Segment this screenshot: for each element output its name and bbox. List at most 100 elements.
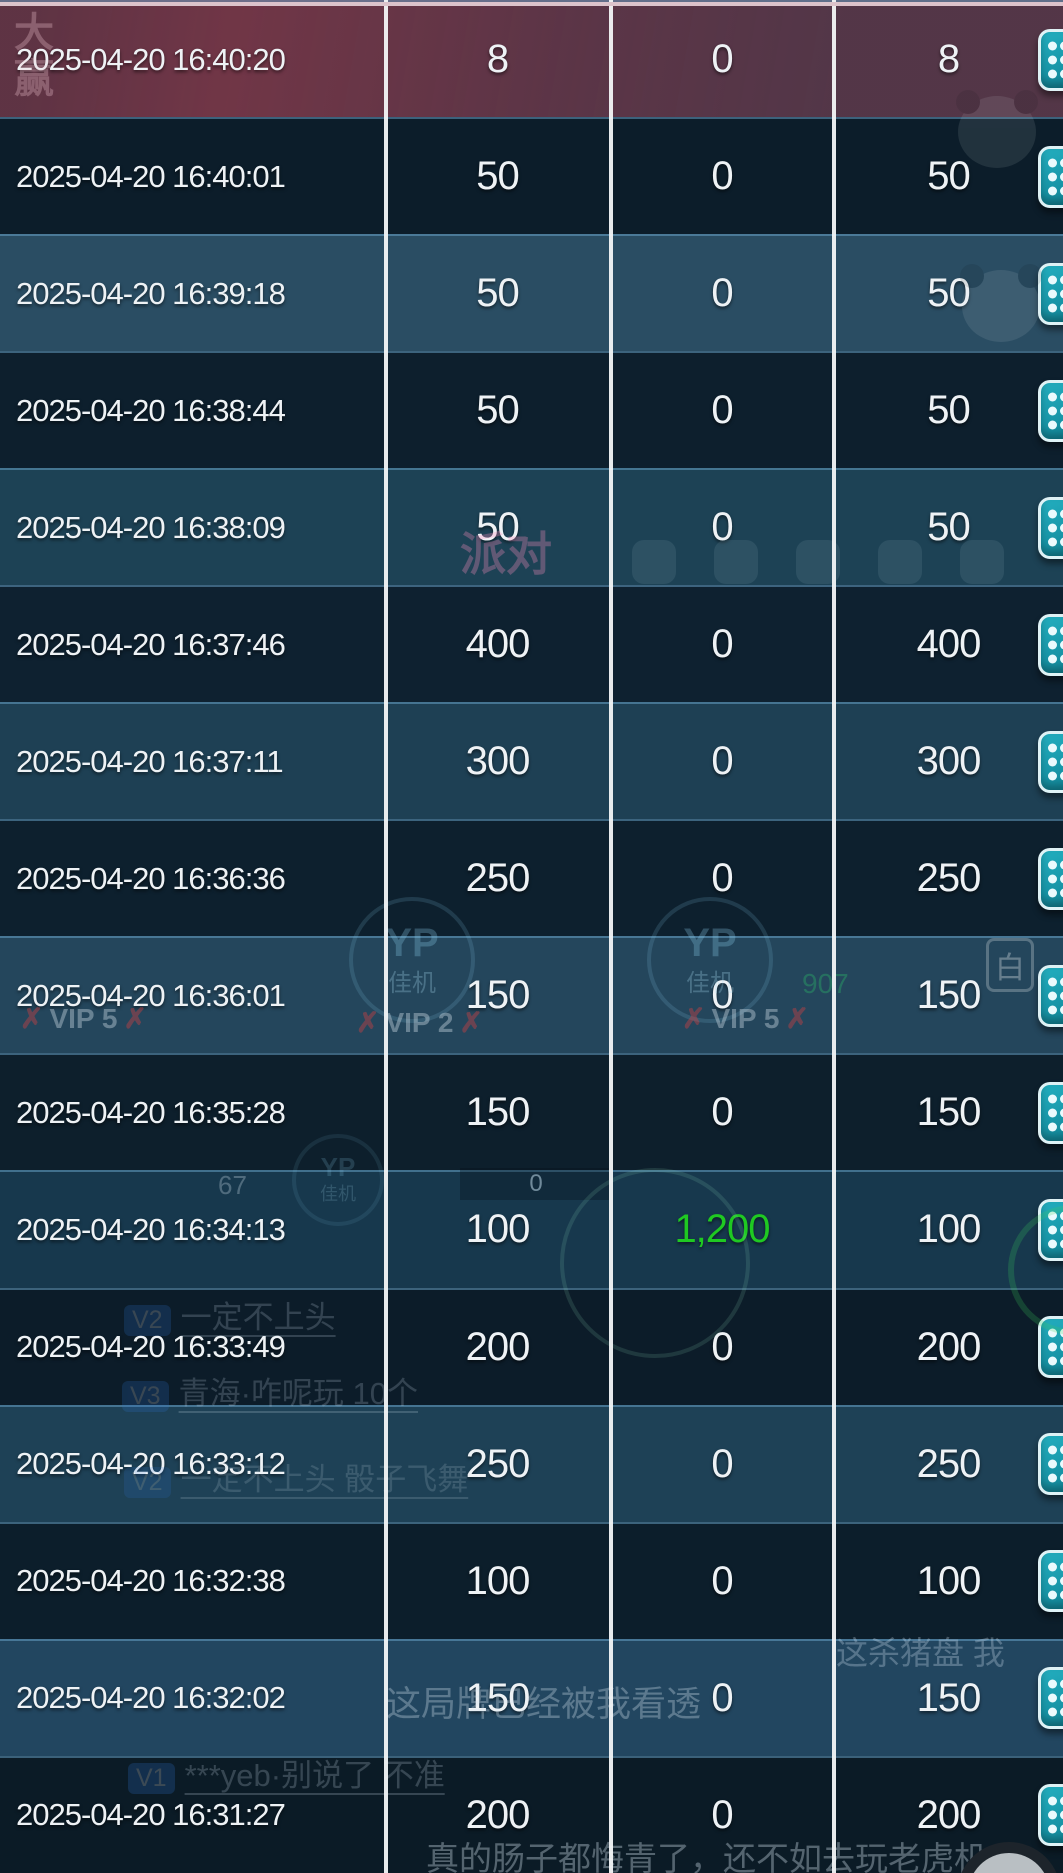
dice-six-icon bbox=[1048, 41, 1063, 79]
table-row: 2025-04-20 16:37:11 300 0 300 bbox=[0, 702, 1063, 820]
win-amount-cell: 0 bbox=[711, 154, 733, 199]
net-amount-cell: 8 bbox=[937, 37, 960, 82]
timestamp-cell: 2025-04-20 16:40:01 bbox=[16, 158, 286, 194]
row-action-button[interactable] bbox=[1038, 1316, 1063, 1379]
dice-six-icon bbox=[1048, 1445, 1063, 1483]
row-action-button[interactable] bbox=[1038, 262, 1063, 325]
row-action-button[interactable] bbox=[1038, 1433, 1063, 1496]
row-action-button[interactable] bbox=[1038, 1198, 1063, 1261]
column-divider bbox=[832, 0, 836, 1873]
timestamp-cell: 2025-04-20 16:39:18 bbox=[16, 275, 286, 311]
timestamp-cell: 2025-04-20 16:38:44 bbox=[16, 392, 286, 428]
bet-amount-cell: 8 bbox=[486, 37, 509, 82]
table-row: 2025-04-20 16:35:28 150 0 150 bbox=[0, 1053, 1063, 1171]
win-amount-cell: 0 bbox=[711, 1090, 733, 1135]
dice-six-icon bbox=[1048, 977, 1063, 1015]
timestamp-cell: 2025-04-20 16:32:38 bbox=[16, 1563, 286, 1599]
net-amount-cell: 150 bbox=[916, 1090, 982, 1135]
dice-six-icon bbox=[1048, 1562, 1063, 1600]
dice-six-icon bbox=[1048, 275, 1063, 313]
net-amount-cell: 150 bbox=[916, 973, 982, 1018]
net-amount-cell: 150 bbox=[916, 1675, 982, 1720]
row-action-button[interactable] bbox=[1038, 613, 1063, 676]
bet-amount-cell: 50 bbox=[476, 271, 520, 316]
win-amount-cell: 0 bbox=[711, 973, 733, 1018]
timestamp-cell: 2025-04-20 16:32:02 bbox=[16, 1680, 286, 1716]
timestamp-cell: 2025-04-20 16:33:12 bbox=[16, 1446, 286, 1482]
net-amount-cell: 50 bbox=[927, 154, 971, 199]
row-action-button[interactable] bbox=[1038, 28, 1063, 91]
net-amount-cell: 400 bbox=[916, 622, 982, 667]
bet-amount-cell: 150 bbox=[465, 1090, 531, 1135]
win-amount-cell: 0 bbox=[711, 1324, 733, 1369]
win-amount-cell: 0 bbox=[711, 856, 733, 901]
dice-six-icon bbox=[1048, 509, 1063, 547]
win-amount-cell: 0 bbox=[711, 1675, 733, 1720]
column-divider bbox=[384, 0, 388, 1873]
win-amount-cell: 0 bbox=[711, 505, 733, 550]
row-action-button[interactable] bbox=[1038, 730, 1063, 793]
table-row: 2025-04-20 16:33:49 200 0 200 bbox=[0, 1287, 1063, 1405]
net-amount-cell: 50 bbox=[927, 271, 971, 316]
net-amount-cell: 250 bbox=[916, 1441, 982, 1486]
table-row: 2025-04-20 16:32:02 150 0 150 bbox=[0, 1638, 1063, 1756]
table-row: 2025-04-20 16:36:36 250 0 250 bbox=[0, 819, 1063, 937]
timestamp-cell: 2025-04-20 16:31:27 bbox=[16, 1797, 286, 1833]
row-action-button[interactable] bbox=[1038, 1667, 1063, 1730]
bet-amount-cell: 100 bbox=[465, 1558, 531, 1603]
timestamp-cell: 2025-04-20 16:33:49 bbox=[16, 1329, 286, 1365]
dice-six-icon bbox=[1048, 1679, 1063, 1717]
timestamp-cell: 2025-04-20 16:36:01 bbox=[16, 977, 286, 1013]
dice-six-icon bbox=[1048, 1328, 1063, 1366]
bet-amount-cell: 200 bbox=[465, 1792, 531, 1837]
win-amount-cell: 0 bbox=[711, 1792, 733, 1837]
table-row: 2025-04-20 16:31:27 200 0 200 bbox=[0, 1755, 1063, 1873]
bet-amount-cell: 100 bbox=[465, 1207, 531, 1252]
table-row: 2025-04-20 16:32:38 100 0 100 bbox=[0, 1521, 1063, 1639]
dice-six-icon bbox=[1048, 860, 1063, 898]
bet-amount-cell: 300 bbox=[465, 739, 531, 784]
timestamp-cell: 2025-04-20 16:40:20 bbox=[16, 41, 286, 77]
row-action-button[interactable] bbox=[1038, 847, 1063, 910]
row-action-button[interactable] bbox=[1038, 964, 1063, 1027]
net-amount-cell: 300 bbox=[916, 739, 982, 784]
row-action-button[interactable] bbox=[1038, 496, 1063, 559]
dice-six-icon bbox=[1048, 158, 1063, 196]
dice-six-icon bbox=[1048, 1211, 1063, 1249]
dice-six-icon bbox=[1048, 626, 1063, 664]
bet-amount-cell: 200 bbox=[465, 1324, 531, 1369]
table-row: 2025-04-20 16:38:44 50 0 50 bbox=[0, 351, 1063, 469]
win-amount-cell: 0 bbox=[711, 1558, 733, 1603]
timestamp-cell: 2025-04-20 16:37:46 bbox=[16, 626, 286, 662]
bet-amount-cell: 50 bbox=[476, 388, 520, 433]
win-amount-cell: 0 bbox=[711, 37, 733, 82]
row-action-button[interactable] bbox=[1038, 379, 1063, 442]
table-row: 2025-04-20 16:40:20 8 0 8 bbox=[0, 0, 1063, 118]
table-row: 2025-04-20 16:40:01 50 0 50 bbox=[0, 117, 1063, 235]
bet-amount-cell: 150 bbox=[465, 973, 531, 1018]
timestamp-cell: 2025-04-20 16:34:13 bbox=[16, 1211, 286, 1247]
win-amount-cell: 0 bbox=[711, 739, 733, 784]
row-action-button[interactable] bbox=[1038, 1784, 1063, 1847]
net-amount-cell: 50 bbox=[927, 505, 971, 550]
table-row: 2025-04-20 16:33:12 250 0 250 bbox=[0, 1404, 1063, 1522]
bet-amount-cell: 250 bbox=[465, 856, 531, 901]
bet-amount-cell: 250 bbox=[465, 1441, 531, 1486]
row-action-button[interactable] bbox=[1038, 145, 1063, 208]
timestamp-cell: 2025-04-20 16:36:36 bbox=[16, 860, 286, 896]
bet-amount-cell: 400 bbox=[465, 622, 531, 667]
net-amount-cell: 250 bbox=[916, 856, 982, 901]
win-amount-cell: 0 bbox=[711, 388, 733, 433]
table-row: 2025-04-20 16:38:09 50 0 50 bbox=[0, 468, 1063, 586]
column-divider bbox=[609, 0, 613, 1873]
bet-amount-cell: 150 bbox=[465, 1675, 531, 1720]
dice-six-icon bbox=[1048, 392, 1063, 430]
row-action-button[interactable] bbox=[1038, 1550, 1063, 1613]
row-action-button[interactable] bbox=[1038, 1081, 1063, 1144]
timestamp-cell: 2025-04-20 16:37:11 bbox=[16, 743, 284, 779]
floating-action-button-face bbox=[968, 1853, 1050, 1873]
dice-six-icon bbox=[1048, 743, 1063, 781]
timestamp-cell: 2025-04-20 16:38:09 bbox=[16, 509, 286, 545]
